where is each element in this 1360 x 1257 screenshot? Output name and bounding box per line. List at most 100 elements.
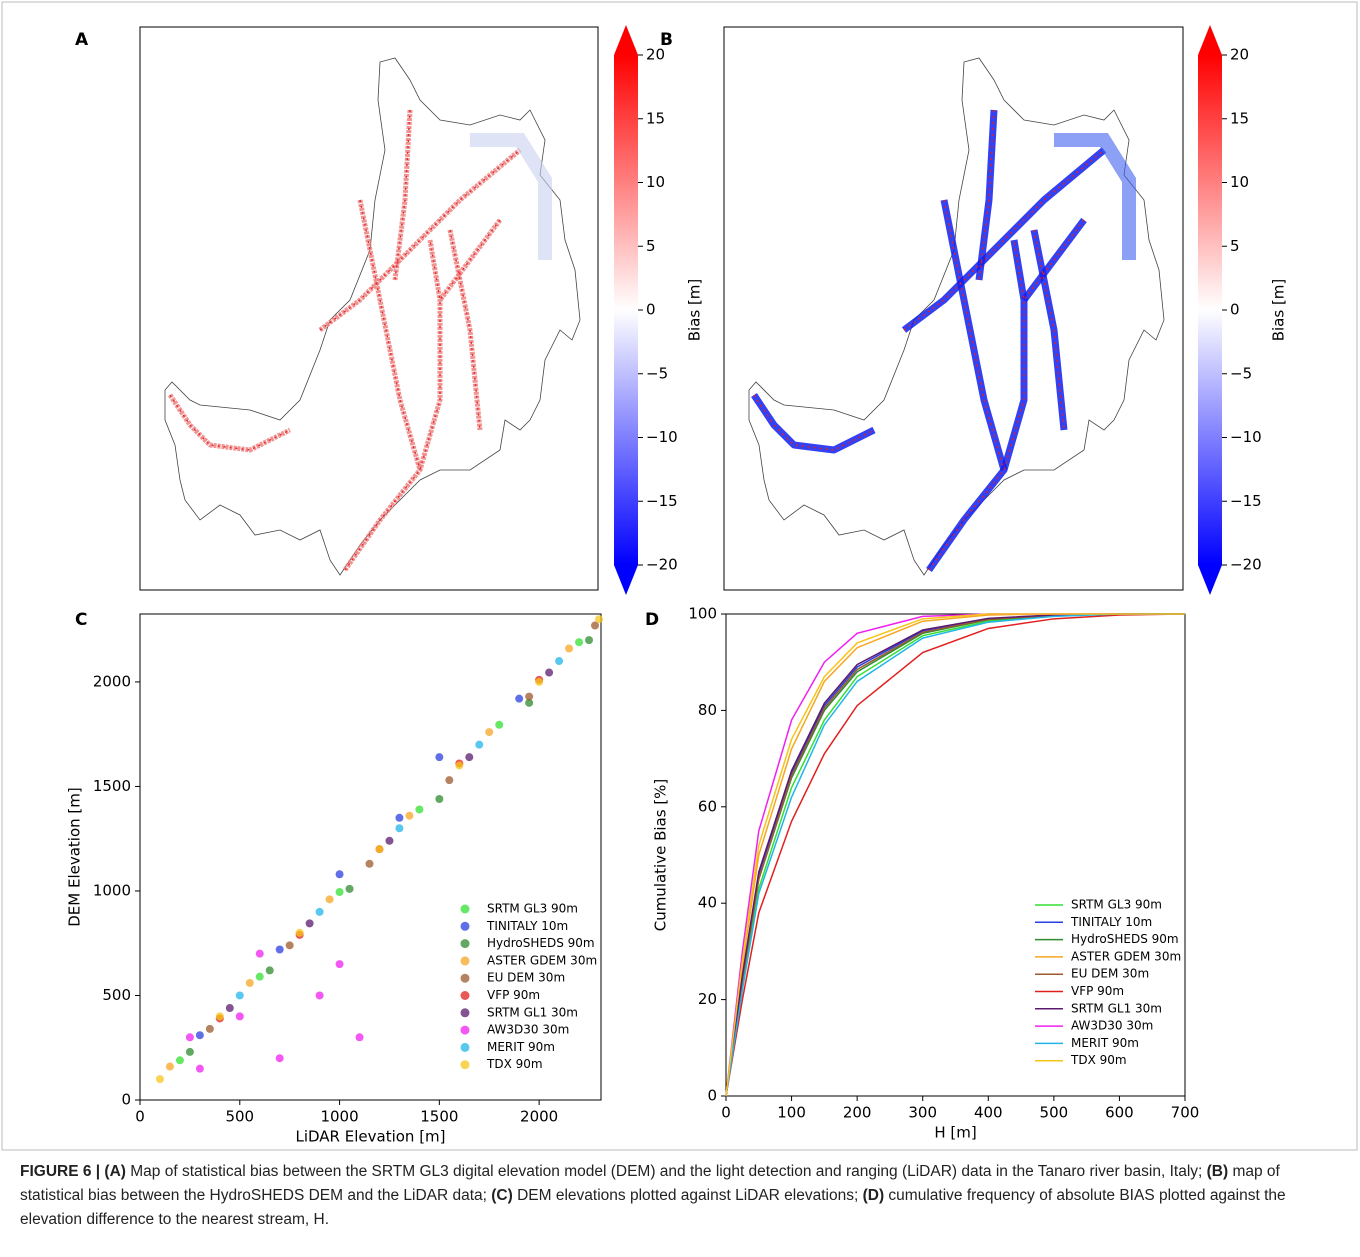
legend-label: HydroSHEDS 90m [1071,932,1179,946]
legend-marker [460,956,470,966]
y-tick-label: 100 [688,605,717,623]
bias-streak-detail [943,199,1005,471]
legend-marker [460,921,470,931]
x-tick-label: 1000 [320,1108,358,1126]
scatter-point [315,991,324,1000]
bias-streak-detail [439,219,501,301]
scatter-point [335,870,344,879]
line [725,613,1186,1097]
colorbar-tick-label: 0 [646,301,656,319]
y-tick-label: 2000 [93,672,131,690]
scatter-point [585,636,594,645]
scatter-point [365,859,374,868]
legend-label: HydroSHEDS 90m [487,936,595,950]
map: 20 15 10 5 0 −5 −10 −15 −20 Bias [m] [723,25,1288,595]
colorbar-label: Bias [m] [1270,279,1288,342]
scatter-point [535,677,544,686]
bias-streak-detail [394,109,411,281]
y-tick-label: 80 [698,701,717,719]
x-tick-label: 0 [721,1104,731,1122]
legend-marker [460,1060,470,1070]
y-tick-label: 500 [102,986,131,1004]
y-axis-label: DEM Elevation [m] [66,787,84,927]
bias-streak-detail [449,229,481,431]
y-tick-label: 0 [121,1091,131,1109]
legend-marker [460,991,470,1000]
scatter-point [195,1064,204,1073]
legend-label: MERIT 90m [1071,1036,1139,1050]
colorbar-tick-label: 5 [1230,237,1240,255]
plot-frame [139,26,599,591]
caption-segment: (B) [1206,1163,1229,1180]
x-tick-label: 0 [135,1108,145,1126]
legend-marker [460,1008,470,1018]
legend-label: VFP 90m [487,988,540,1002]
scatter-point [285,941,294,950]
legend-label: SRTM GL3 90m [487,902,578,916]
plot-frame [139,613,602,1101]
scatter-point [295,928,304,937]
scatter-point [445,776,454,785]
bias-streak [926,239,1028,573]
scatter-point [225,1004,234,1013]
scatter-point [475,740,484,749]
x-tick-label: 400 [974,1104,1003,1122]
legend-label: ASTER GDEM 30m [487,953,597,967]
colorbar-tick-label: −15 [1230,492,1262,510]
colorbar-tick-label: 20 [646,46,665,64]
scatter-point [595,615,604,624]
caption-segment: (C) [491,1187,513,1204]
legend-marker [460,939,470,949]
scatter-point [185,1047,194,1056]
bias-streak-detail [903,149,1105,331]
scatter-point [165,1062,174,1071]
scatter-point [395,824,404,833]
legend-marker [460,1042,470,1052]
scatter-point [305,919,314,928]
plot-frame [723,26,1184,591]
scatter-point [415,805,424,814]
scatter-point [395,813,404,822]
colorbar [614,55,638,565]
colorbar-label: Bias [m] [686,279,704,342]
y-axis-label: Cumulative Bias [%] [652,779,670,932]
scatter-point [591,621,600,630]
legend-label: TINITALY 10m [1070,915,1152,929]
caption-segment: Map of statistical bias between the SRTM… [125,1163,1207,1180]
colorbar-tick-label: −5 [1230,364,1252,382]
bias-streak-detail [319,149,521,331]
scatter-point [575,638,584,647]
x-tick-label: 500 [225,1108,254,1126]
legend-label: TDX 90m [1070,1053,1127,1067]
scatter-point [255,949,264,958]
scatter-point [435,794,444,803]
scatter-point [215,1012,224,1021]
colorbar-tick-label: 10 [1230,173,1249,191]
line [725,613,1185,1097]
legend-label: AW3D30 30m [487,1023,569,1037]
legend-label: MERIT 90m [487,1040,555,1054]
line [725,613,1185,1097]
colorbar-tick-label: 10 [646,173,665,191]
legend-label: AW3D30 30m [1071,1019,1153,1033]
plot-frame [725,613,1186,1097]
caption-segment: FIGURE 6 | (A) [20,1163,126,1180]
bias-streak-detail [978,109,995,281]
scatter-point [405,811,414,820]
legend-label: EU DEM 30m [1071,967,1149,981]
scatter-point [205,1024,214,1033]
colorbar-tick-label: 0 [1230,301,1240,319]
legend-label: ASTER GDEM 30m [1071,949,1181,963]
scatter-point [275,1054,284,1063]
scatter-point [175,1056,184,1065]
scatter-point [325,895,334,904]
legend-label: SRTM GL1 30m [487,1005,578,1019]
scatter-point [375,845,384,854]
colorbar-tick-label: −20 [1230,556,1262,574]
colorbar-tick-label: −5 [646,364,668,382]
colorbar-tick-label: −20 [646,556,678,574]
scatter-point [245,978,254,987]
scatter-point [545,668,554,677]
scatter-point [465,753,474,762]
